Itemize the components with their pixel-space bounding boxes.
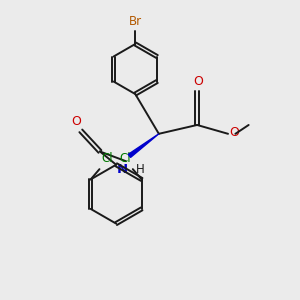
Text: Br: Br	[129, 15, 142, 28]
Text: N: N	[117, 163, 128, 176]
Text: H: H	[136, 163, 145, 176]
Text: Cl: Cl	[120, 152, 131, 165]
Polygon shape	[128, 134, 159, 158]
Text: O: O	[194, 75, 203, 88]
Text: O: O	[230, 126, 239, 139]
Text: Cl: Cl	[101, 152, 112, 165]
Text: O: O	[71, 115, 81, 128]
